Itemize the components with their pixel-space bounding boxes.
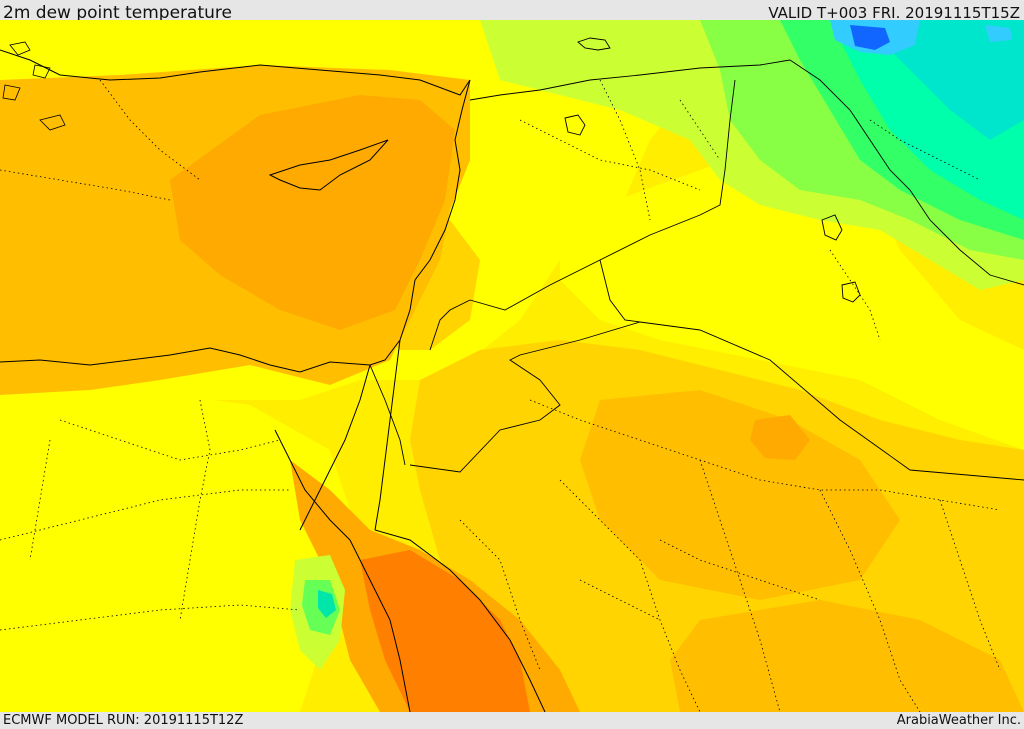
- valid-time: VALID T+003 FRI. 20191115T15Z: [768, 4, 1020, 22]
- field-orange-spot: [750, 415, 810, 460]
- map-title: 2m dew point temperature: [3, 3, 232, 23]
- coastlines: [0, 49, 546, 712]
- footer-bar: ECMWF MODEL RUN: 20191115T12Z ArabiaWeat…: [0, 712, 1024, 729]
- model-run-label: ECMWF MODEL RUN: 20191115T12Z: [3, 713, 244, 728]
- field-yellow-west: [0, 380, 360, 712]
- country-borders: [369, 59, 1024, 481]
- credit-label: ArabiaWeather Inc.: [896, 713, 1021, 728]
- field-yellow-east: [560, 140, 1024, 450]
- lakes: [564, 37, 861, 303]
- field-orange-light-patch: [580, 390, 900, 600]
- internal-borders: [0, 79, 1001, 712]
- aegean-islands: [2, 41, 66, 131]
- header-bar: 2m dew point temperature VALID T+003 FRI…: [0, 0, 1024, 23]
- field-lightblue-ne-2: [985, 25, 1012, 42]
- dew-point-map: [0, 20, 1024, 712]
- field-blue-ne: [850, 25, 890, 50]
- field-aqua-egypt: [318, 590, 336, 618]
- field-orange-med-core: [170, 95, 455, 330]
- field-orange-light-south: [670, 600, 1024, 712]
- map-area[interactable]: [0, 20, 1024, 712]
